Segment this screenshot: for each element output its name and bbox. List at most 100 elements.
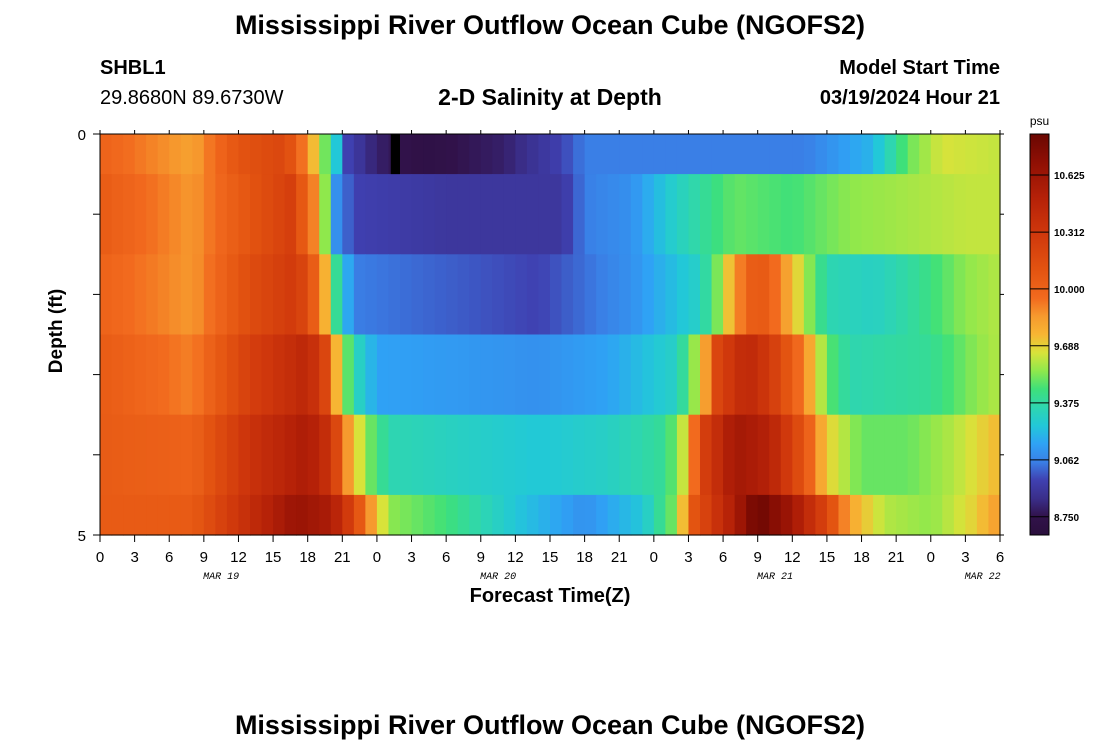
- heatmap-cell: [884, 494, 897, 536]
- heatmap-cell: [157, 254, 170, 336]
- heatmap-cell: [192, 174, 205, 255]
- heatmap-cell: [561, 134, 574, 175]
- heatmap-cell: [296, 254, 309, 336]
- colorbar-tick-label: 9.688: [1054, 342, 1079, 353]
- heatmap-cell: [711, 174, 724, 255]
- heatmap-cell: [596, 494, 609, 536]
- heatmap-cell: [423, 134, 436, 175]
- heatmap-cell: [873, 134, 886, 175]
- heatmap-cell: [676, 494, 690, 536]
- x-tick-label: 12: [784, 549, 801, 566]
- heatmap-cell: [757, 414, 770, 496]
- heatmap-cell: [734, 134, 747, 175]
- heatmap-cell: [838, 334, 851, 416]
- heatmap-cell: [815, 494, 828, 536]
- heatmap-cell: [711, 334, 724, 416]
- heatmap-cell: [907, 134, 920, 175]
- heatmap-cell: [607, 254, 620, 336]
- heatmap-cell: [988, 494, 1001, 536]
- heatmap-cell: [157, 134, 170, 175]
- heatmap-cell: [365, 254, 378, 336]
- x-tick-label: 3: [684, 549, 692, 566]
- heatmap-cell: [273, 134, 286, 175]
- heatmap-cell: [250, 254, 263, 336]
- heatmap-cell: [400, 134, 413, 175]
- heatmap-cell: [203, 414, 216, 496]
- heatmap-cell: [850, 134, 863, 175]
- heatmap-cell: [469, 334, 482, 416]
- heatmap-cell: [596, 174, 609, 255]
- heatmap-cell: [942, 414, 955, 496]
- heatmap-cell: [976, 414, 990, 496]
- heatmap-cell: [330, 334, 343, 416]
- heatmap-cell: [342, 334, 355, 416]
- heatmap-cell: [723, 254, 736, 336]
- heatmap-cell: [619, 414, 632, 496]
- x-tick-label: 21: [334, 549, 351, 566]
- heatmap-cell: [550, 494, 563, 536]
- heatmap-cell: [100, 134, 113, 175]
- heatmap-cell: [826, 254, 840, 336]
- heatmap-cell: [653, 254, 666, 336]
- heatmap-cell: [215, 134, 228, 175]
- heatmap-cell: [307, 494, 320, 536]
- heatmap-cell: [284, 494, 297, 536]
- x-axis-label: Forecast Time(Z): [469, 585, 631, 607]
- heatmap-cell: [376, 134, 390, 175]
- heatmap-cell: [215, 174, 228, 255]
- heatmap-cell: [676, 254, 690, 336]
- x-tick-label: 12: [507, 549, 524, 566]
- heatmap-cell: [342, 414, 355, 496]
- heatmap-cell: [411, 414, 424, 496]
- heatmap-cell: [400, 254, 413, 336]
- x-tick-label: 3: [130, 549, 138, 566]
- heatmap-cell: [273, 414, 286, 496]
- heatmap-cell: [134, 494, 147, 536]
- heatmap-cell: [700, 254, 713, 336]
- heatmap-cell: [619, 254, 632, 336]
- heatmap-cell: [434, 494, 447, 536]
- heatmap-cell: [457, 334, 470, 416]
- heatmap-cell: [146, 254, 159, 336]
- heatmap-cell: [365, 414, 378, 496]
- heatmap-cell: [538, 334, 551, 416]
- heatmap-cell: [469, 134, 482, 175]
- heatmap-cell: [261, 414, 274, 496]
- colorbar-tick-label: 9.062: [1054, 456, 1079, 467]
- heatmap-cell: [573, 494, 586, 536]
- heatmap-cell: [838, 134, 851, 175]
- heatmap-cell: [273, 334, 286, 416]
- heatmap-cell: [146, 174, 159, 255]
- heatmap-cell: [296, 494, 309, 536]
- heatmap-cell: [307, 174, 320, 255]
- heatmap-cell: [226, 254, 240, 336]
- heatmap-cell: [688, 134, 701, 175]
- heatmap-cell: [688, 494, 701, 536]
- heatmap-cell: [769, 334, 782, 416]
- heatmap-cell: [342, 494, 355, 536]
- heatmap-cell: [492, 174, 505, 255]
- heatmap-cell: [353, 494, 366, 536]
- heatmap-cell: [353, 134, 366, 175]
- heatmap-cell: [215, 254, 228, 336]
- heatmap-cell: [723, 334, 736, 416]
- x-tick-label: 21: [611, 549, 628, 566]
- heatmap-cell: [965, 174, 978, 255]
- heatmap-cell: [192, 414, 205, 496]
- heatmap-cell: [850, 494, 863, 536]
- heatmap-cell: [134, 134, 147, 175]
- heatmap-cell: [526, 254, 540, 336]
- heatmap-cell: [607, 414, 620, 496]
- heatmap-cell: [619, 174, 632, 255]
- heatmap-cell: [803, 254, 816, 336]
- heatmap-cell: [134, 334, 147, 416]
- heatmap-cell: [330, 134, 343, 175]
- heatmap-cell: [734, 414, 747, 496]
- heatmap-cell: [226, 134, 240, 175]
- heatmap-cell: [550, 334, 563, 416]
- heatmap-cell: [123, 414, 136, 496]
- x-tick-label: 21: [888, 549, 905, 566]
- heatmap-cell: [792, 414, 805, 496]
- heatmap-cell: [665, 414, 678, 496]
